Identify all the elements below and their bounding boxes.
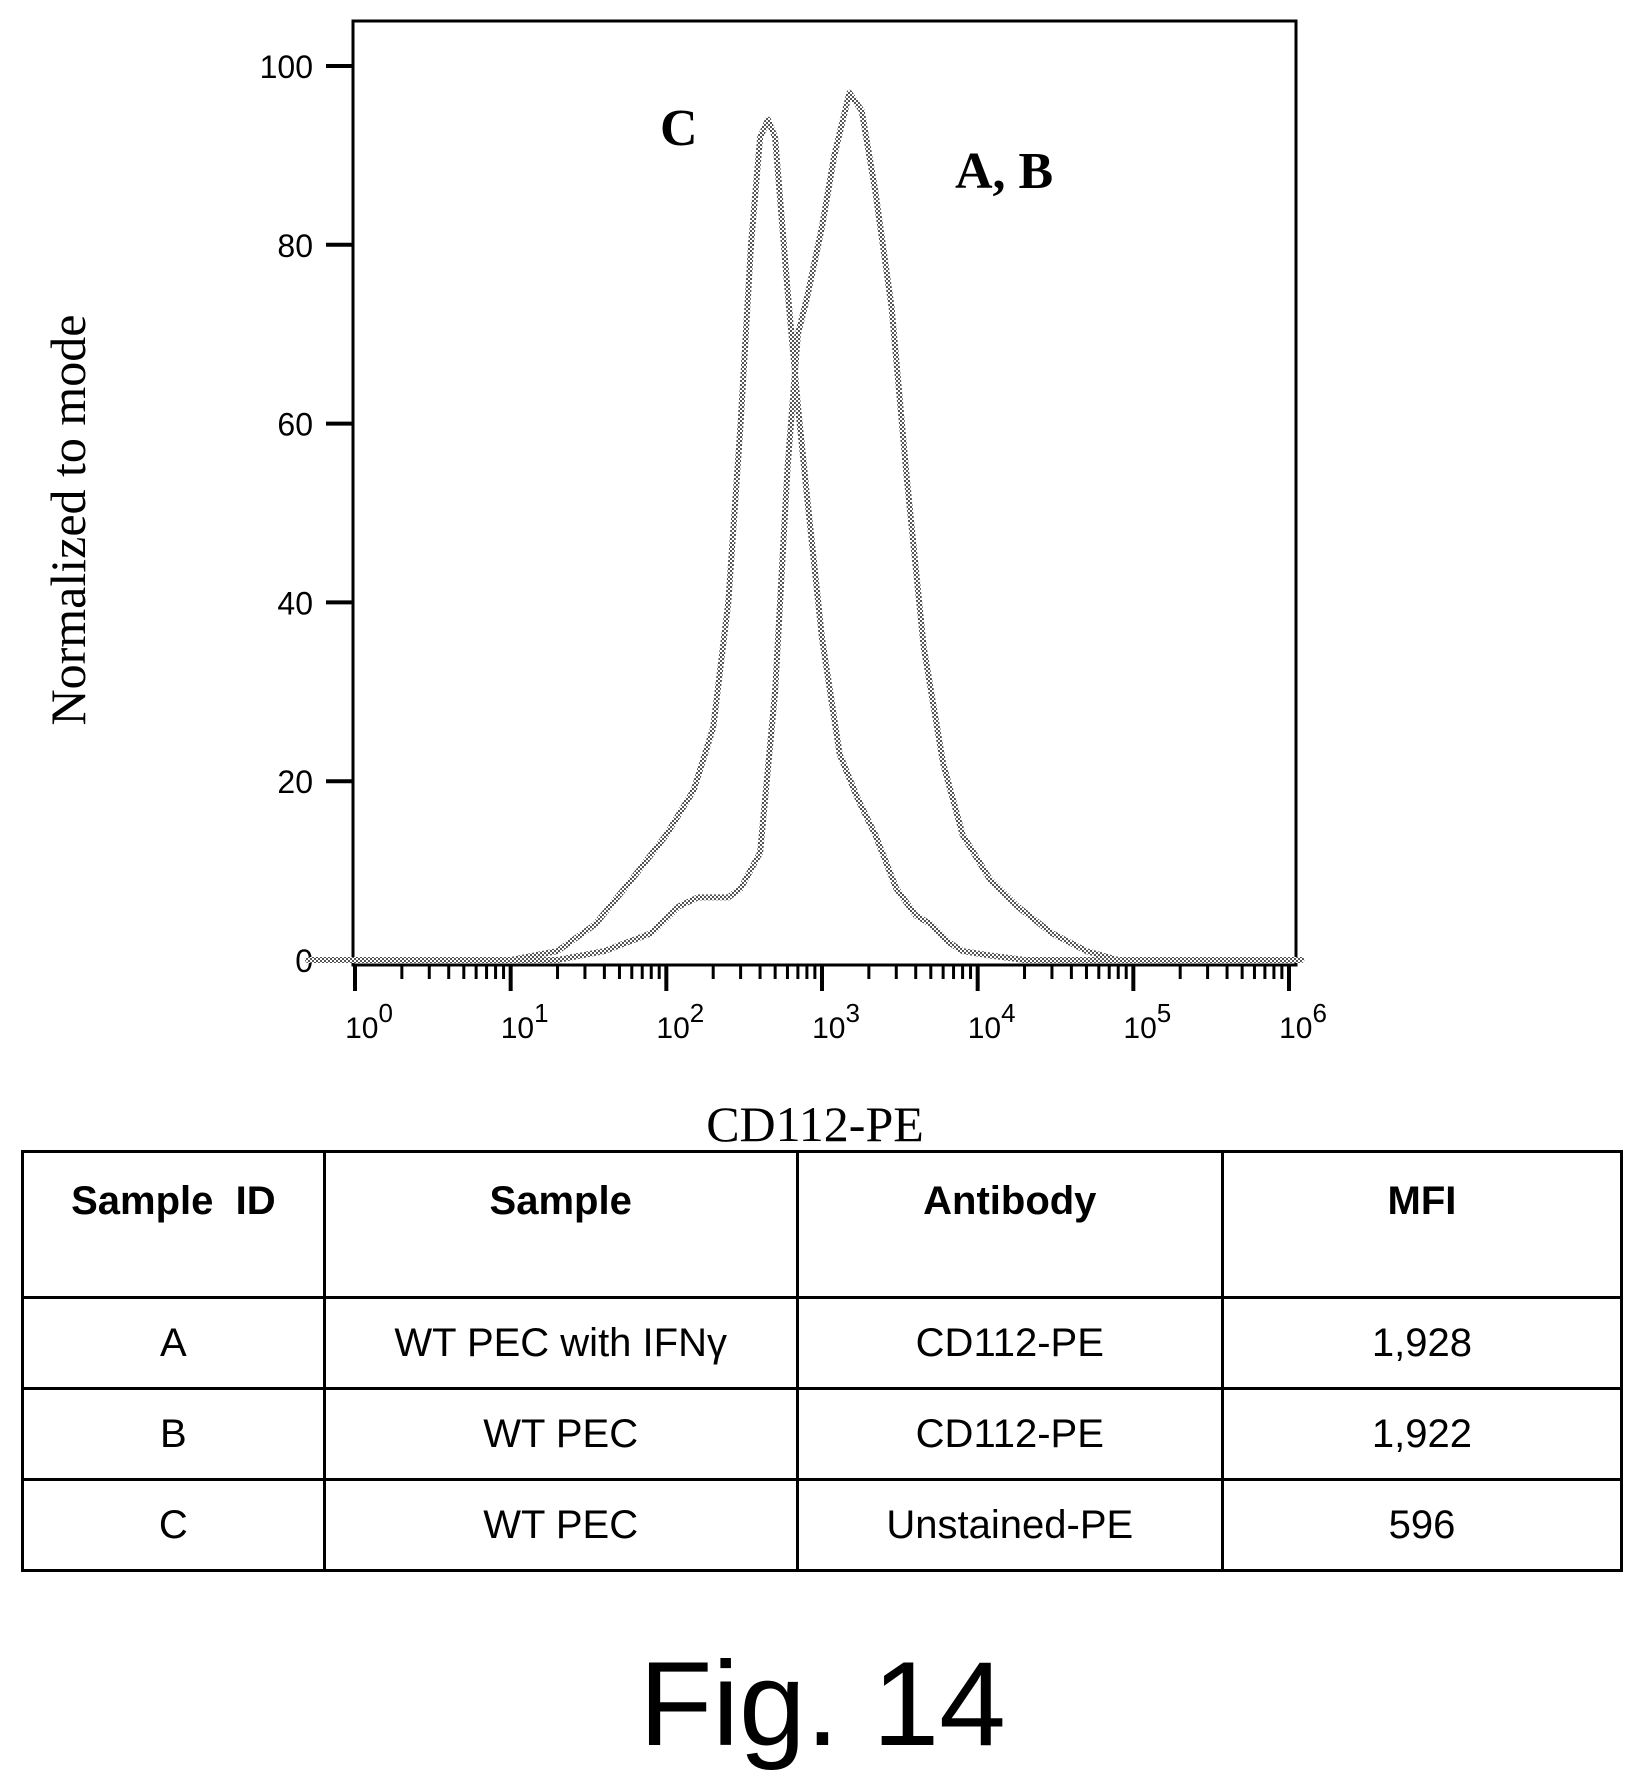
series-line-a-b xyxy=(305,89,1305,963)
y-tick-label: 0 xyxy=(295,943,313,979)
series-layer xyxy=(305,89,1305,963)
cell-sample: WT PEC xyxy=(322,1478,799,1572)
header-sample-id: Sample ID xyxy=(21,1150,326,1299)
cell-mfi: 1,922 xyxy=(1220,1387,1624,1481)
x-tick-label: 103 xyxy=(812,998,860,1045)
x-tick-label: 102 xyxy=(656,998,704,1045)
cell-mfi: 596 xyxy=(1220,1478,1624,1572)
x-tick-label: 106 xyxy=(1279,998,1327,1045)
header-mfi: MFI xyxy=(1220,1150,1624,1299)
header-antibody: Antibody xyxy=(795,1150,1224,1299)
table-row: B WT PEC CD112-PE 1,922 xyxy=(21,1387,1624,1481)
x-tick-label: 105 xyxy=(1123,998,1171,1045)
y-tick-label: 40 xyxy=(277,585,313,621)
sample-table: Sample ID Sample Antibody MFI A WT PEC w… xyxy=(21,1150,1624,1572)
cell-antibody: Unstained-PE xyxy=(795,1478,1224,1572)
histogram-chart: 0 20 40 60 80 100 100 101 102 103 104 105 106 C A, … xyxy=(260,19,1327,1045)
cell-mfi: 1,928 xyxy=(1220,1296,1624,1390)
x-tick-label: 101 xyxy=(501,998,549,1045)
table-row: A WT PEC with IFNγ CD112-PE 1,928 xyxy=(21,1296,1624,1390)
x-axis-title: CD112-PE xyxy=(706,1096,924,1152)
figure-caption: Fig. 14 xyxy=(639,1637,1006,1771)
table-row: C WT PEC Unstained-PE 596 xyxy=(21,1478,1624,1572)
series-line-c xyxy=(305,116,1305,963)
y-tick-label: 100 xyxy=(260,49,313,85)
plot-frame xyxy=(351,19,1298,967)
cell-sample-id: B xyxy=(21,1387,326,1481)
cell-antibody: CD112-PE xyxy=(795,1387,1224,1481)
cell-sample: WT PEC with IFNγ xyxy=(322,1296,799,1390)
table-header-row: Sample ID Sample Antibody MFI xyxy=(21,1150,1624,1299)
y-axis: 0 20 40 60 80 100 xyxy=(260,49,353,979)
y-tick-label: 20 xyxy=(277,764,313,800)
y-tick-label: 80 xyxy=(277,228,313,264)
cell-sample-id: A xyxy=(21,1296,326,1390)
annotation-c: C xyxy=(660,100,698,157)
cell-sample: WT PEC xyxy=(322,1387,799,1481)
x-tick-label: 104 xyxy=(968,998,1016,1045)
cell-sample-id: C xyxy=(21,1478,326,1572)
y-tick-label: 60 xyxy=(277,407,313,443)
y-axis-title: Normalized to mode xyxy=(40,314,96,726)
x-tick-label: 100 xyxy=(345,998,393,1045)
x-axis: 100 101 102 103 104 105 106 xyxy=(345,965,1327,1045)
annotation-a-b: A, B xyxy=(955,143,1053,200)
cell-antibody: CD112-PE xyxy=(795,1296,1224,1390)
header-sample: Sample xyxy=(322,1150,799,1299)
